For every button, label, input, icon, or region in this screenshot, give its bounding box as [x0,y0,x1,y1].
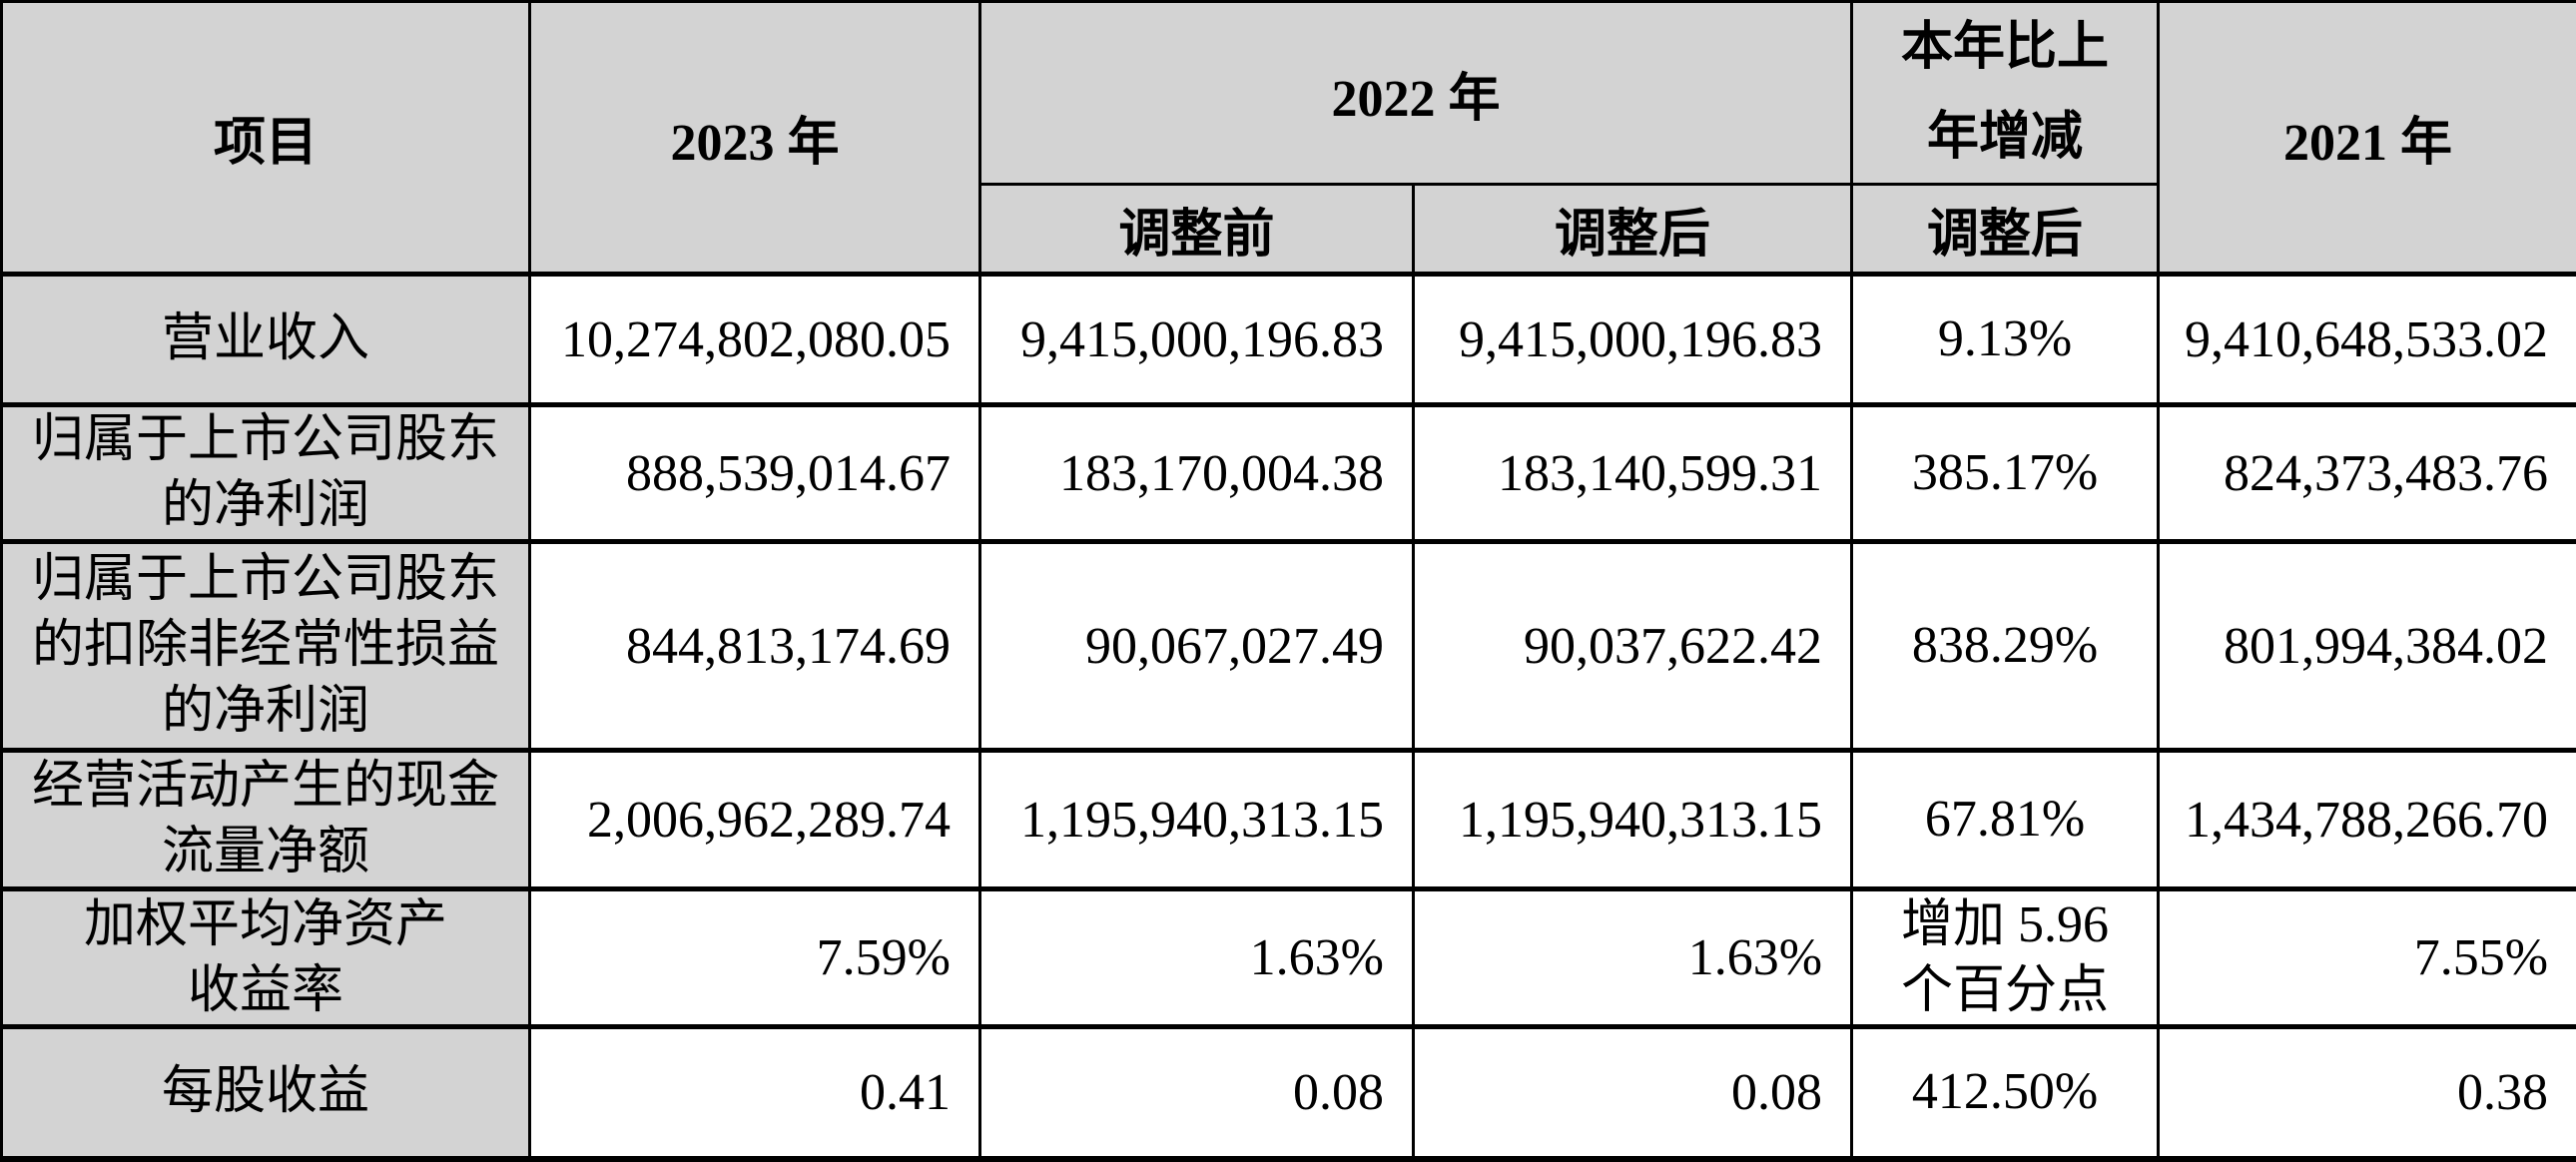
row-label-line: 每股收益 [3,1059,528,1125]
value-change-cell: 838.29% [1852,542,2159,751]
header-cell-yoy-change: 本年比上 年增减 [1852,2,2159,185]
value-2022-pre-cell: 183,170,004.38 [980,405,1414,542]
value-2023-cell: 2,006,962,289.74 [530,751,980,889]
value-2021-cell: 801,994,384.02 [2159,542,2576,751]
change-line: 385.17% [1853,440,2157,506]
row-label-cell: 经营活动产生的现金 流量净额 [2,751,530,889]
value-change-cell: 增加 5.96 个百分点 [1852,889,2159,1027]
row-label-line: 经营活动产生的现金 [3,754,528,820]
value-2022-post-cell: 90,037,622.42 [1414,542,1852,751]
value-2023-cell: 844,813,174.69 [530,542,980,751]
row-label-line: 归属于上市公司股东 [3,547,528,613]
row-label-line: 的净利润 [3,473,528,539]
change-line: 增加 5.96 [1853,892,2157,958]
table-row-operating-cash-flow: 经营活动产生的现金 流量净额 2,006,962,289.74 1,195,94… [2,751,2576,889]
row-label-line: 收益率 [3,958,528,1024]
table-row-earnings-per-share: 每股收益 0.41 0.08 0.08 412.50% 0.38 [2,1027,2576,1159]
header-cell-item: 项目 [2,2,530,275]
row-label-cell: 归属于上市公司股东 的净利润 [2,405,530,542]
value-2023-cell: 0.41 [530,1027,980,1159]
value-change-cell: 9.13% [1852,275,2159,405]
header-row-main: 项目 2023 年 2022 年 本年比上 年增减 2021 年 [2,2,2576,185]
header-cell-2023: 2023 年 [530,2,980,275]
value-2021-cell: 7.55% [2159,889,2576,1027]
change-line: 67.81% [1853,787,2157,853]
table-row-weighted-avg-roe: 加权平均净资产 收益率 7.59% 1.63% 1.63% 增加 5.96 个百… [2,889,2576,1027]
value-2023-cell: 888,539,014.67 [530,405,980,542]
row-label-cell: 营业收入 [2,275,530,405]
value-2022-post-cell: 0.08 [1414,1027,1852,1159]
table-row-revenue: 营业收入 10,274,802,080.05 9,415,000,196.83 … [2,275,2576,405]
yoy-change-line: 年增减 [1853,93,2157,183]
value-change-cell: 67.81% [1852,751,2159,889]
value-2022-post-cell: 1,195,940,313.15 [1414,751,1852,889]
yoy-change-line: 本年比上 [1853,3,2157,93]
change-line: 838.29% [1853,613,2157,679]
value-2022-post-cell: 9,415,000,196.83 [1414,275,1852,405]
value-2022-post-cell: 183,140,599.31 [1414,405,1852,542]
value-2023-cell: 10,274,802,080.05 [530,275,980,405]
table-row-net-profit-excl-nonrecurring: 归属于上市公司股东 的扣除非经常性损益 的净利润 844,813,174.69 … [2,542,2576,751]
header-cell-2022-adjusted-after: 调整后 [1414,185,1852,275]
header-cell-2022-adjusted-before: 调整前 [980,185,1414,275]
row-label-line: 归属于上市公司股东 [3,407,528,473]
row-label-cell: 归属于上市公司股东 的扣除非经常性损益 的净利润 [2,542,530,751]
value-2023-cell: 7.59% [530,889,980,1027]
header-cell-yoy-adjusted-after: 调整后 [1852,185,2159,275]
header-cell-2021: 2021 年 [2159,2,2576,275]
row-label-line: 加权平均净资产 [3,892,528,958]
row-label-cell: 每股收益 [2,1027,530,1159]
value-2022-pre-cell: 90,067,027.49 [980,542,1414,751]
row-label-cell: 加权平均净资产 收益率 [2,889,530,1027]
row-label-line: 的扣除非经常性损益 [3,613,528,679]
row-label-line: 营业收入 [3,306,528,372]
value-2021-cell: 824,373,483.76 [2159,405,2576,542]
row-label-line: 的净利润 [3,679,528,745]
table-row-net-profit: 归属于上市公司股东 的净利润 888,539,014.67 183,170,00… [2,405,2576,542]
value-2021-cell: 0.38 [2159,1027,2576,1159]
value-2022-pre-cell: 1.63% [980,889,1414,1027]
value-2021-cell: 1,434,788,266.70 [2159,751,2576,889]
value-2022-post-cell: 1.63% [1414,889,1852,1027]
change-line: 个百分点 [1853,958,2157,1024]
row-label-line: 流量净额 [3,820,528,885]
change-line: 412.50% [1853,1059,2157,1125]
value-change-cell: 412.50% [1852,1027,2159,1159]
value-2021-cell: 9,410,648,533.02 [2159,275,2576,405]
value-2022-pre-cell: 1,195,940,313.15 [980,751,1414,889]
value-change-cell: 385.17% [1852,405,2159,542]
header-cell-2022: 2022 年 [980,2,1852,185]
value-2022-pre-cell: 9,415,000,196.83 [980,275,1414,405]
value-2022-pre-cell: 0.08 [980,1027,1414,1159]
change-line: 9.13% [1853,306,2157,372]
